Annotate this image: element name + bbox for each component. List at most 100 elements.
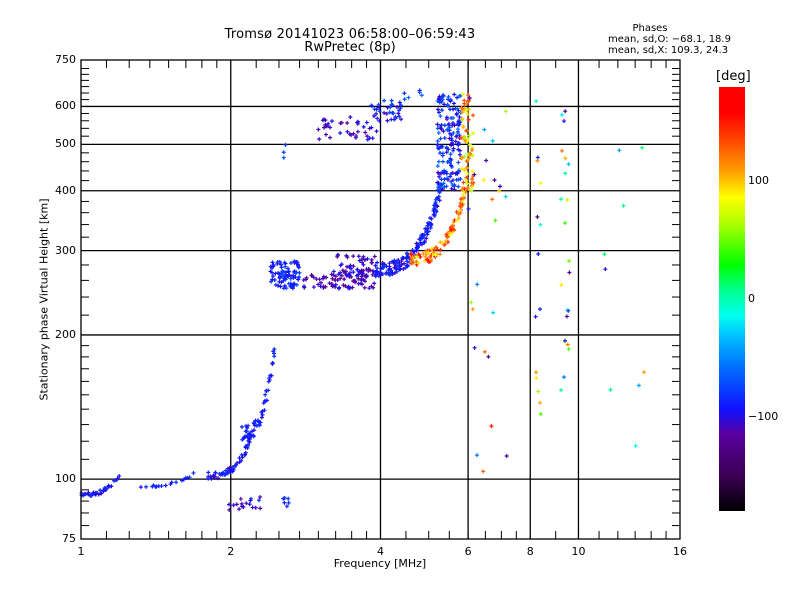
data-point bbox=[248, 498, 253, 503]
data-point bbox=[187, 475, 192, 480]
data-point bbox=[275, 259, 280, 264]
data-point bbox=[436, 180, 441, 185]
y-tick-label: 400 bbox=[55, 183, 76, 197]
data-point bbox=[636, 383, 641, 388]
data-point bbox=[414, 259, 419, 264]
data-point bbox=[273, 271, 278, 276]
data-point bbox=[470, 148, 475, 153]
data-point bbox=[467, 152, 472, 157]
data-point bbox=[339, 273, 344, 278]
data-point bbox=[397, 114, 402, 119]
data-point bbox=[382, 264, 387, 269]
data-point bbox=[335, 254, 340, 259]
data-point bbox=[535, 214, 540, 219]
data-point bbox=[114, 477, 119, 482]
data-point bbox=[389, 98, 394, 103]
data-point bbox=[470, 169, 475, 174]
data-point bbox=[472, 345, 477, 350]
data-point bbox=[337, 285, 342, 290]
y-tick-label: 300 bbox=[55, 243, 76, 257]
data-point bbox=[440, 153, 445, 158]
data-point bbox=[338, 276, 343, 281]
data-point bbox=[317, 277, 322, 282]
data-point bbox=[437, 96, 442, 101]
data-point bbox=[385, 118, 390, 123]
data-point bbox=[489, 424, 494, 429]
data-point bbox=[466, 206, 471, 211]
data-point bbox=[302, 284, 307, 289]
data-point bbox=[323, 132, 328, 137]
data-point bbox=[239, 504, 244, 509]
data-point bbox=[472, 172, 477, 177]
data-point bbox=[434, 209, 439, 214]
data-point bbox=[351, 264, 356, 269]
data-point bbox=[461, 193, 466, 198]
data-point bbox=[348, 285, 353, 290]
data-point bbox=[361, 277, 366, 282]
data-point bbox=[441, 129, 446, 134]
data-point bbox=[442, 185, 447, 190]
data-point bbox=[438, 240, 443, 245]
data-point bbox=[435, 122, 440, 127]
data-point bbox=[331, 273, 336, 278]
data-point bbox=[398, 106, 403, 111]
x-tick-label: 6 bbox=[464, 545, 472, 558]
data-point bbox=[438, 151, 443, 156]
data-point bbox=[356, 272, 361, 277]
data-point bbox=[641, 370, 646, 375]
data-point bbox=[503, 194, 508, 199]
data-point bbox=[449, 116, 454, 121]
data-point bbox=[365, 256, 370, 261]
data-point bbox=[341, 283, 346, 288]
data-point bbox=[144, 484, 149, 489]
x-tick-label: 4 bbox=[377, 545, 384, 558]
data-point bbox=[294, 282, 299, 287]
data-point bbox=[290, 286, 295, 291]
data-point bbox=[282, 500, 287, 505]
data-point bbox=[448, 174, 453, 179]
data-point bbox=[426, 251, 431, 256]
data-point bbox=[154, 484, 159, 489]
data-point bbox=[559, 112, 564, 117]
data-point bbox=[559, 388, 564, 393]
data-point bbox=[447, 131, 452, 136]
data-point bbox=[402, 91, 407, 96]
data-point bbox=[486, 354, 491, 359]
data-point bbox=[449, 164, 454, 169]
data-point bbox=[269, 373, 274, 378]
colorbar-unit-label: [deg] bbox=[716, 69, 751, 84]
data-point bbox=[443, 239, 448, 244]
data-point bbox=[239, 458, 244, 463]
data-point bbox=[277, 271, 282, 276]
data-point bbox=[470, 176, 475, 181]
data-point bbox=[375, 260, 380, 265]
data-point bbox=[283, 277, 288, 282]
data-point bbox=[342, 277, 347, 282]
data-point bbox=[563, 171, 568, 176]
data-point bbox=[455, 95, 460, 100]
data-point bbox=[423, 254, 428, 259]
data-point bbox=[296, 277, 301, 282]
data-point bbox=[537, 307, 542, 312]
data-point bbox=[237, 507, 242, 512]
data-point bbox=[286, 269, 291, 274]
data-point bbox=[504, 453, 509, 458]
data-point bbox=[346, 272, 351, 277]
data-point bbox=[534, 376, 539, 381]
data-point bbox=[411, 249, 416, 254]
data-point bbox=[330, 276, 335, 281]
data-point bbox=[442, 136, 447, 140]
data-point bbox=[399, 259, 404, 264]
data-point bbox=[388, 105, 393, 110]
data-point bbox=[253, 505, 258, 510]
data-point bbox=[456, 184, 461, 189]
data-point bbox=[348, 270, 353, 275]
data-point bbox=[227, 507, 232, 512]
data-point bbox=[328, 135, 333, 140]
data-point bbox=[117, 474, 122, 479]
data-point bbox=[235, 460, 240, 465]
data-point bbox=[450, 183, 455, 188]
data-point bbox=[348, 263, 353, 268]
data-point bbox=[387, 266, 392, 271]
